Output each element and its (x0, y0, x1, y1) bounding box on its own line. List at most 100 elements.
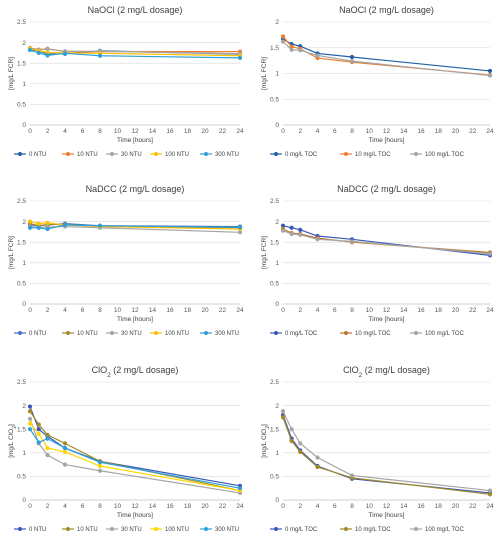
x-tick-label: 14 (149, 503, 157, 510)
data-point (487, 73, 493, 78)
legend-swatch-marker (204, 331, 208, 335)
data-point (27, 47, 33, 53)
legend-entry: 30 NTU (121, 152, 142, 158)
data-point (45, 436, 50, 441)
data-point (289, 427, 294, 432)
chart-title: NaOCl (2 mg/L dosage) (88, 5, 183, 15)
legend-entry: 10 mg/L TOC (355, 152, 391, 158)
legend-swatch-marker (414, 527, 418, 531)
y-tick-label: 0 (275, 301, 279, 308)
x-tick-label: 18 (435, 307, 443, 314)
y-tick-label: 2 (275, 19, 279, 26)
x-tick-label: 12 (131, 128, 139, 135)
data-point (62, 441, 68, 446)
x-tick-label: 8 (350, 128, 354, 135)
x-tick-label: 0 (281, 307, 285, 314)
y-tick-label: 2.5 (270, 198, 279, 205)
x-tick-label: 14 (149, 307, 157, 314)
legend-swatch-marker (18, 527, 22, 531)
data-point (62, 462, 68, 467)
y-axis-label: [mg/L FCR] (261, 57, 268, 90)
series-line (29, 428, 241, 489)
legend-swatch-marker (344, 331, 348, 335)
data-point (45, 432, 50, 437)
x-tick-label: 2 (46, 307, 50, 314)
y-tick-label: 2.5 (17, 379, 26, 386)
data-point (97, 223, 103, 228)
legend-swatch-marker (274, 152, 278, 156)
x-tick-label: 0 (28, 503, 32, 510)
legend-entry: 30 NTU (121, 331, 142, 337)
data-point (298, 48, 303, 53)
series-line (282, 228, 491, 254)
legend-swatch-marker (110, 331, 114, 335)
data-point (289, 47, 294, 52)
chart-title: NaOCl (2 mg/L dosage) (339, 5, 434, 15)
x-tick-label: 16 (166, 128, 174, 135)
y-axis-label: [mg/L FCR] (8, 57, 15, 90)
data-point (280, 39, 286, 44)
x-axis-label: Time [hours] (117, 512, 153, 519)
x-tick-label: 4 (63, 307, 67, 314)
series-line (282, 417, 491, 495)
x-tick-label: 0 (281, 503, 285, 510)
x-tick-label: 6 (81, 503, 85, 510)
y-tick-label: 0.5 (270, 96, 279, 103)
x-tick-label: 20 (452, 128, 460, 135)
data-point (45, 226, 50, 232)
y-tick-label: 1 (275, 71, 279, 78)
y-tick-label: 0.5 (17, 102, 26, 109)
y-axis-label: [mg/L ClO2] (261, 424, 271, 458)
y-axis-label: [mg/L FCR] (261, 236, 268, 269)
legend-swatch-marker (204, 527, 208, 531)
legend-entry: 10 NTU (77, 527, 98, 533)
data-point (27, 219, 33, 224)
data-point (27, 225, 33, 230)
legend-entry: 10 NTU (77, 331, 98, 337)
x-tick-label: 6 (333, 307, 337, 314)
y-tick-label: 2.5 (270, 379, 279, 386)
x-tick-label: 4 (316, 503, 320, 510)
x-tick-label: 8 (98, 307, 102, 314)
x-tick-label: 20 (452, 503, 460, 510)
data-point (315, 455, 320, 460)
y-tick-label: 1.5 (270, 426, 279, 433)
x-tick-label: 18 (184, 503, 192, 510)
legend-swatch-marker (344, 152, 348, 156)
data-point (298, 441, 303, 446)
x-axis-label: Time [hours] (369, 316, 405, 323)
chart-panel-1: NaOCl (2 mg/L dosage)00.511.522.50 2 4 6 8 10… (8, 5, 244, 158)
data-point (315, 237, 320, 242)
x-tick-label: 20 (201, 503, 209, 510)
legend-entry: 100 NTU (165, 152, 189, 158)
x-tick-label: 4 (316, 128, 320, 135)
y-tick-label: 1.5 (270, 239, 279, 246)
x-tick-label: 4 (316, 307, 320, 314)
data-point (298, 449, 303, 454)
legend-swatch-marker (110, 527, 114, 531)
y-tick-label: 0 (275, 497, 279, 504)
y-tick-label: 2.5 (17, 19, 26, 26)
series-line (282, 410, 491, 492)
x-tick-label: 22 (469, 307, 477, 314)
data-point (487, 488, 493, 493)
x-tick-label: 14 (400, 307, 408, 314)
x-tick-label: 10 (114, 128, 122, 135)
data-point (349, 473, 355, 478)
legend-swatch-marker (66, 152, 70, 156)
legend-entry: 0 NTU (29, 331, 46, 337)
x-tick-label: 10 (366, 128, 374, 135)
x-tick-label: 8 (350, 307, 354, 314)
y-tick-label: 1 (22, 260, 26, 267)
data-point (237, 225, 243, 230)
data-point (97, 53, 103, 58)
chart-title: ClO2 (2 mg/L dosage) (92, 365, 179, 379)
legend-swatch-marker (154, 527, 158, 531)
legend-entry: 10 mg/L TOC (355, 527, 391, 533)
legend-swatch-marker (18, 331, 22, 335)
x-tick-label: 18 (184, 307, 192, 314)
y-tick-label: 2 (22, 403, 26, 410)
series-line (29, 423, 241, 492)
x-tick-label: 24 (486, 503, 494, 510)
